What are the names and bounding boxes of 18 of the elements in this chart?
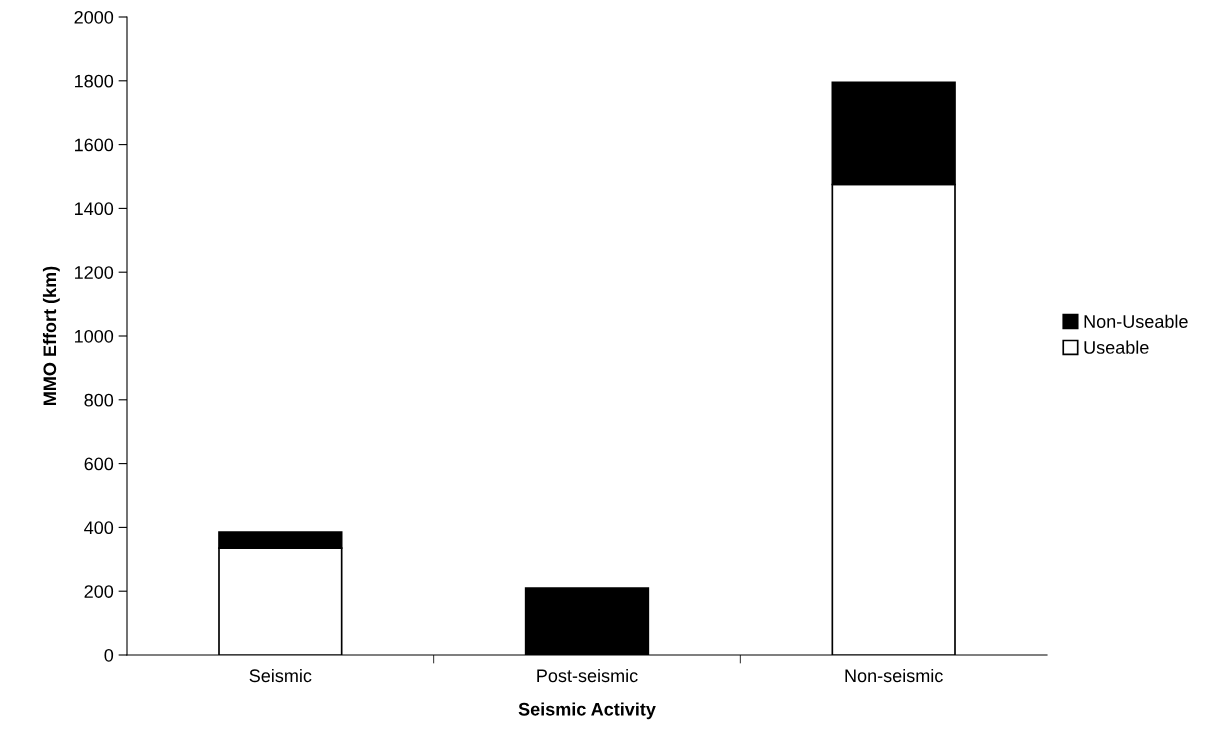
y-tick-label: 400: [84, 521, 114, 535]
legend-label: Useable: [1084, 340, 1149, 354]
y-tick-label: 1200: [75, 266, 114, 279]
x-tick-label: Post-seismic: [537, 668, 638, 683]
legend-label: Non-Useable: [1084, 314, 1188, 328]
x-axis-title: Seismic Activity: [518, 702, 656, 720]
y-tick-label: 1800: [75, 74, 114, 88]
y-tick-label: 600: [84, 457, 114, 471]
x-tick-label: Non-seismic: [845, 668, 943, 683]
y-tick-label: 1000: [75, 329, 114, 343]
x-tick-label: Seismic: [249, 668, 312, 683]
y-axis-title: MMO Effort (km): [42, 266, 60, 405]
y-tick-label: 200: [84, 585, 114, 598]
y-tick-label: 800: [84, 393, 114, 407]
y-tick-label: 1600: [75, 138, 114, 152]
y-tick-label: 1400: [75, 202, 114, 216]
y-tick-label: 2000: [74, 10, 114, 24]
y-tick-label: 0: [104, 648, 114, 662]
